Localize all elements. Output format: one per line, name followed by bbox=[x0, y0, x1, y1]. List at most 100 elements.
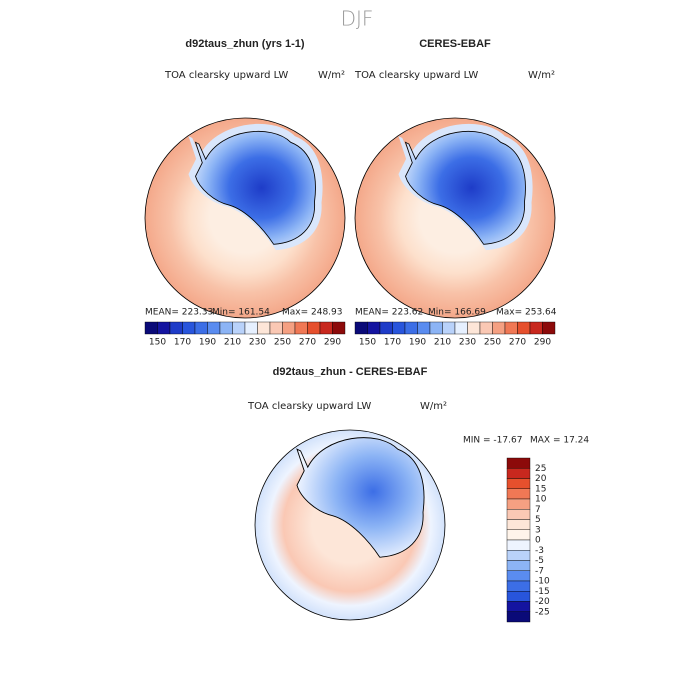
colorbar-box bbox=[506, 498, 531, 510]
colorbar-box bbox=[379, 321, 393, 335]
colorbar-box bbox=[506, 611, 531, 623]
colorbar-label: 0 bbox=[535, 536, 541, 546]
stat-label: Min= 161.54 bbox=[212, 308, 270, 318]
colorbar-box bbox=[257, 321, 271, 335]
colorbar-label: 290 bbox=[324, 338, 341, 348]
colorbar-box bbox=[506, 601, 531, 612]
colorbar-box bbox=[492, 321, 506, 335]
map-1 bbox=[144, 117, 346, 319]
colorbar-box bbox=[442, 321, 456, 335]
figure-title: DJF bbox=[341, 7, 374, 31]
stat-label: MEAN= 223.33 bbox=[145, 308, 213, 318]
colorbar-box bbox=[504, 321, 518, 335]
colorbar-label: 15 bbox=[535, 484, 546, 494]
colorbar-label: 5 bbox=[535, 515, 541, 525]
colorbar-box bbox=[404, 321, 418, 335]
colorbar-label: -3 bbox=[535, 546, 544, 556]
stat-label: Min= 166.69 bbox=[428, 308, 486, 318]
colorbar-box bbox=[479, 321, 493, 335]
colorbar-box bbox=[169, 321, 183, 335]
colorbar-label: 25 bbox=[535, 464, 546, 474]
colorbar-box bbox=[467, 321, 481, 335]
colorbar-label: 190 bbox=[409, 338, 426, 348]
colorbar-box bbox=[269, 321, 283, 335]
colorbar-box bbox=[506, 560, 531, 571]
colorbar-box bbox=[144, 321, 158, 335]
colorbar-box bbox=[506, 570, 531, 582]
colorbar-label: -25 bbox=[535, 607, 550, 617]
colorbar-box bbox=[506, 539, 531, 551]
colorbar-label: -10 bbox=[535, 577, 550, 587]
units-label: W/m² bbox=[420, 401, 447, 412]
colorbar-box bbox=[319, 321, 333, 335]
variable-label: TOA clearsky upward LW bbox=[164, 70, 288, 81]
units-label: W/m² bbox=[318, 70, 345, 81]
colorbar-label: 210 bbox=[224, 338, 241, 348]
colorbar-box bbox=[454, 321, 468, 335]
colorbar-box bbox=[282, 321, 296, 335]
colorbar-box bbox=[244, 321, 258, 335]
colorbar-box bbox=[354, 321, 368, 335]
colorbar-label: -20 bbox=[535, 597, 550, 607]
stat-label: MEAN= 223.62 bbox=[355, 308, 423, 318]
map-diff bbox=[254, 429, 446, 621]
colorbar-box bbox=[506, 519, 531, 530]
colorbar-box bbox=[506, 488, 531, 500]
colorbar-box bbox=[294, 321, 308, 335]
colorbar-box bbox=[506, 468, 531, 479]
colorbar-box bbox=[429, 321, 443, 335]
colorbar-label: 170 bbox=[174, 338, 191, 348]
panel-title: d92taus_zhun (yrs 1-1) bbox=[185, 38, 305, 50]
colorbar-label: 270 bbox=[509, 338, 526, 348]
colorbar-label: 150 bbox=[149, 338, 166, 348]
colorbar-box bbox=[506, 550, 531, 561]
colorbar-box bbox=[417, 321, 431, 335]
colorbar-label: 3 bbox=[535, 525, 541, 535]
colorbar-box bbox=[157, 321, 171, 335]
colorbar-box bbox=[182, 321, 196, 335]
stat-label: Max= 248.93 bbox=[282, 308, 343, 318]
colorbar-label: 270 bbox=[299, 338, 316, 348]
colorbar-label: 20 bbox=[535, 474, 547, 484]
colorbar-box bbox=[506, 580, 531, 592]
variable-label: TOA clearsky upward LW bbox=[247, 401, 371, 412]
colorbar-label: 250 bbox=[274, 338, 291, 348]
colorbar-box bbox=[392, 321, 406, 335]
stat-label: MIN = -17.67 bbox=[463, 436, 522, 446]
colorbar-label: -7 bbox=[535, 566, 544, 576]
colorbar-box bbox=[506, 509, 531, 520]
units-label: W/m² bbox=[528, 70, 555, 81]
colorbar-label: 150 bbox=[359, 338, 376, 348]
colorbar-label: 170 bbox=[384, 338, 401, 348]
colorbar-box bbox=[529, 321, 543, 335]
stat-label: Max= 253.64 bbox=[496, 308, 557, 318]
colorbar-label: -5 bbox=[535, 556, 544, 566]
colorbar-box bbox=[194, 321, 208, 335]
colorbar-box bbox=[542, 321, 556, 335]
stat-label: MAX = 17.24 bbox=[530, 436, 589, 446]
colorbar-label: 10 bbox=[535, 495, 547, 505]
colorbar-box bbox=[332, 321, 346, 335]
colorbar-label: -15 bbox=[535, 587, 550, 597]
variable-label: TOA clearsky upward LW bbox=[354, 70, 478, 81]
colorbar-label: 190 bbox=[199, 338, 216, 348]
colorbar-box bbox=[506, 591, 531, 602]
colorbar-label: 230 bbox=[459, 338, 476, 348]
colorbar-box bbox=[219, 321, 233, 335]
colorbar-box bbox=[367, 321, 381, 335]
map-2 bbox=[354, 117, 556, 319]
colorbar-label: 290 bbox=[534, 338, 551, 348]
colorbar-label: 230 bbox=[249, 338, 266, 348]
colorbar-label: 250 bbox=[484, 338, 501, 348]
colorbar-box bbox=[517, 321, 531, 335]
colorbar-box bbox=[506, 529, 531, 541]
colorbar-label: 7 bbox=[535, 505, 541, 515]
colorbar-box bbox=[506, 478, 531, 489]
colorbar-box bbox=[506, 457, 531, 469]
colorbar-label: 210 bbox=[434, 338, 451, 348]
panel-title: d92taus_zhun - CERES-EBAF bbox=[273, 366, 428, 378]
panel-title: CERES-EBAF bbox=[419, 38, 491, 50]
colorbar-box bbox=[307, 321, 321, 335]
colorbar-box bbox=[232, 321, 246, 335]
